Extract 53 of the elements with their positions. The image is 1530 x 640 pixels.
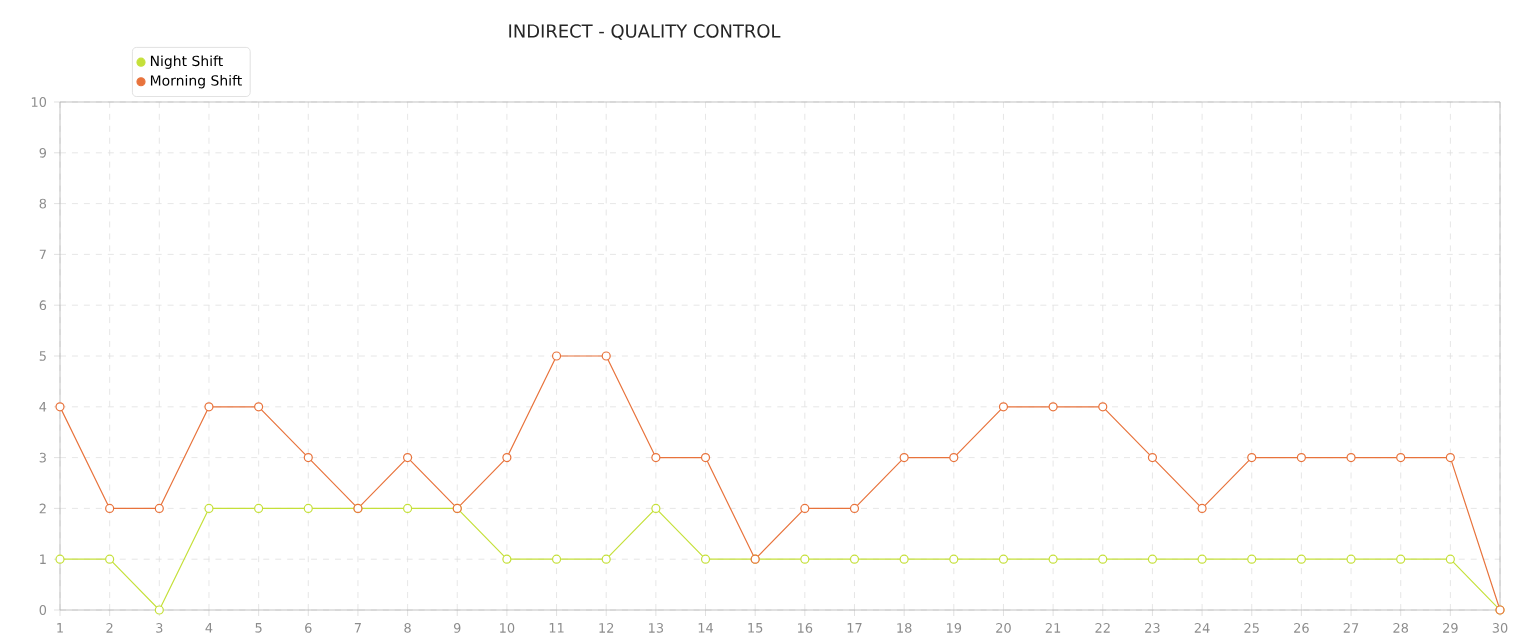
point: [1048, 402, 1058, 412]
point: [1098, 402, 1108, 412]
point: [1396, 453, 1406, 463]
point: [1445, 453, 1455, 463]
point: [55, 554, 65, 564]
point: [601, 351, 611, 361]
point: [254, 402, 264, 412]
point: [1445, 554, 1455, 564]
point: [551, 351, 562, 361]
point: [998, 554, 1009, 564]
point: [899, 554, 909, 564]
point: [105, 554, 115, 564]
point: [651, 503, 661, 513]
point: [949, 453, 959, 463]
point: [1296, 554, 1306, 564]
point: [55, 402, 65, 412]
point: [651, 453, 661, 463]
point: [303, 503, 313, 513]
point: [254, 503, 264, 513]
point: [1247, 554, 1257, 564]
point: [601, 554, 611, 564]
point: [899, 453, 909, 463]
point: [303, 453, 313, 463]
point: [551, 554, 562, 564]
point: [1098, 554, 1108, 564]
chart-title: INDIRECT - QUALITY CONTROL: [509, 24, 781, 40]
point: [1197, 503, 1207, 513]
point: [1147, 554, 1158, 564]
point: [849, 503, 860, 513]
point: [1296, 453, 1306, 463]
point: [204, 402, 214, 412]
point: [502, 554, 512, 564]
point: [403, 453, 413, 463]
point: [105, 503, 115, 513]
point: [1147, 453, 1158, 463]
point: [154, 605, 164, 615]
point: [1048, 554, 1058, 564]
point: [998, 402, 1009, 412]
point: [1396, 554, 1406, 564]
point: [1197, 554, 1207, 564]
point: [849, 554, 860, 564]
point: [1346, 453, 1356, 463]
point: [204, 503, 214, 513]
point: [1247, 453, 1257, 463]
point: [502, 453, 512, 463]
point: [949, 554, 959, 564]
point: [800, 503, 810, 513]
point: [1346, 554, 1356, 564]
point: [154, 503, 164, 513]
point: [700, 453, 711, 463]
point: [403, 503, 413, 513]
point: [700, 554, 711, 564]
point: [800, 554, 810, 564]
